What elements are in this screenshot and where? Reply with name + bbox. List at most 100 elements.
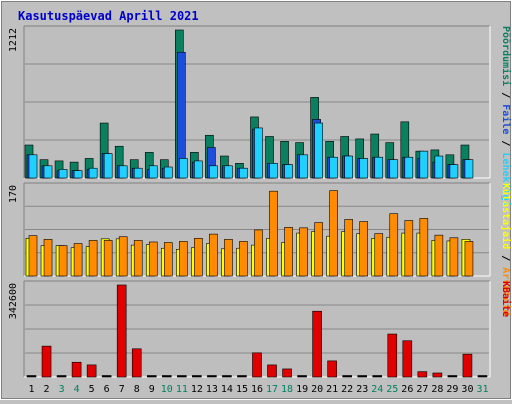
bar-pages — [344, 155, 353, 179]
bar-pages — [194, 160, 203, 179]
bar-kbytes — [146, 375, 157, 378]
bar-hosts — [374, 233, 384, 277]
x-tick-label: 19 — [296, 384, 308, 395]
legend-part: KBaite — [500, 281, 512, 317]
x-tick-label: 31 — [476, 384, 488, 395]
y-max-label: 170 — [8, 185, 19, 203]
bar-kbytes — [86, 364, 97, 378]
bar-pages — [163, 166, 173, 179]
bar-pages — [239, 167, 248, 179]
bar-kbytes — [101, 375, 112, 378]
bar-pages — [284, 164, 293, 179]
bar-hosts — [269, 190, 278, 277]
bar-kbytes — [312, 310, 322, 378]
bar-kbytes — [116, 284, 127, 378]
bar-kbytes — [237, 375, 247, 378]
bar-hosts — [404, 220, 414, 277]
day-axis-labels: 1 2 3 4 5 6 7 8 9 10 11 12 13 14 15 16 17 18 19 20 21 22 23 24 2… — [29, 384, 489, 395]
x-tick-label: 29 — [446, 384, 458, 395]
bar-pages — [329, 156, 338, 179]
x-tick-label: 6 — [104, 384, 110, 395]
x-tick-label: 25 — [386, 384, 398, 395]
bar-pages — [88, 167, 98, 179]
bar-kbytes — [297, 375, 307, 378]
legend-part: Faile — [500, 104, 512, 134]
bar-hosts — [284, 227, 293, 277]
bar-hosts — [133, 240, 143, 277]
x-tick-label: 13 — [206, 384, 218, 395]
x-tick-label: 17 — [266, 384, 278, 395]
bar-kbytes — [56, 375, 67, 378]
bar-kbytes — [26, 375, 37, 378]
bar-kbytes — [327, 360, 337, 378]
x-tick-label: 12 — [191, 384, 203, 395]
x-tick-label: 16 — [251, 384, 263, 395]
x-tick-label: 9 — [149, 384, 155, 395]
x-tick-label: 21 — [326, 384, 338, 395]
bar-hosts — [88, 240, 98, 277]
bar-hosts — [179, 241, 188, 277]
bar-hosts — [314, 222, 323, 277]
x-tick-label: 28 — [431, 384, 443, 395]
bar-hosts — [434, 234, 444, 277]
bar-pages — [118, 165, 128, 179]
legend-bottom: KBaite — [500, 281, 512, 317]
bar-pages — [209, 165, 218, 179]
bar-kbytes — [432, 372, 443, 378]
bar-pages — [179, 158, 188, 179]
bar-pages — [299, 154, 308, 179]
legend-part: Külastajaid — [500, 183, 512, 249]
x-tick-label: 1 — [29, 384, 35, 395]
bar-pages — [28, 154, 38, 179]
bar-hosts — [359, 221, 369, 277]
legend-part: Arvuteid — [500, 267, 512, 315]
bar-hosts — [148, 241, 158, 277]
chart-title: Kasutuspäevad Aprill 2021 — [18, 9, 199, 23]
bar-kbytes — [372, 375, 383, 378]
legend-part: Pöördumisi — [500, 26, 512, 86]
bar-hosts — [254, 229, 263, 277]
x-tick-label: 20 — [311, 384, 323, 395]
bar-kbytes — [342, 375, 352, 378]
bar-pages — [434, 155, 444, 179]
x-tick-label: 11 — [176, 384, 188, 395]
x-tick-label: 10 — [161, 384, 173, 395]
x-tick-label: 2 — [44, 384, 50, 395]
bar-pages — [43, 165, 53, 179]
bar-pages — [224, 165, 233, 179]
bar-pages — [449, 164, 459, 179]
bar-kbytes — [387, 333, 398, 378]
kbytes-panel: 342600 — [8, 280, 491, 378]
bar-hosts — [239, 241, 248, 277]
bar-kbytes — [447, 375, 458, 378]
legend-part: / — [500, 86, 511, 104]
x-tick-label: 4 — [74, 384, 80, 395]
x-tick-label: 18 — [281, 384, 293, 395]
x-tick-label: 27 — [416, 384, 428, 395]
legend-middle: Külastajaid / Arvuteid — [500, 183, 512, 315]
bar-pages — [73, 170, 83, 179]
bar-hosts — [299, 227, 308, 277]
bar-hosts — [43, 239, 53, 277]
bar-hosts — [73, 243, 83, 277]
bar-kbytes — [222, 375, 232, 378]
x-tick-label: 14 — [221, 384, 233, 395]
x-tick-label: 7 — [119, 384, 125, 395]
bar-hosts — [118, 236, 128, 277]
x-tick-label: 24 — [371, 384, 383, 395]
legend-part: / — [500, 134, 511, 152]
x-tick-label: 5 — [89, 384, 95, 395]
bar-kbytes — [192, 375, 202, 378]
bar-kbytes — [477, 375, 488, 378]
bar-hosts — [224, 239, 233, 277]
bar-hosts — [103, 240, 113, 277]
bar-pages — [269, 163, 278, 179]
bar-pages — [374, 156, 384, 179]
bar-pages — [359, 158, 369, 179]
bar-kbytes — [357, 375, 368, 378]
legend-part: / — [500, 249, 511, 267]
bar-hosts — [28, 235, 38, 277]
bar-pages — [148, 165, 158, 179]
